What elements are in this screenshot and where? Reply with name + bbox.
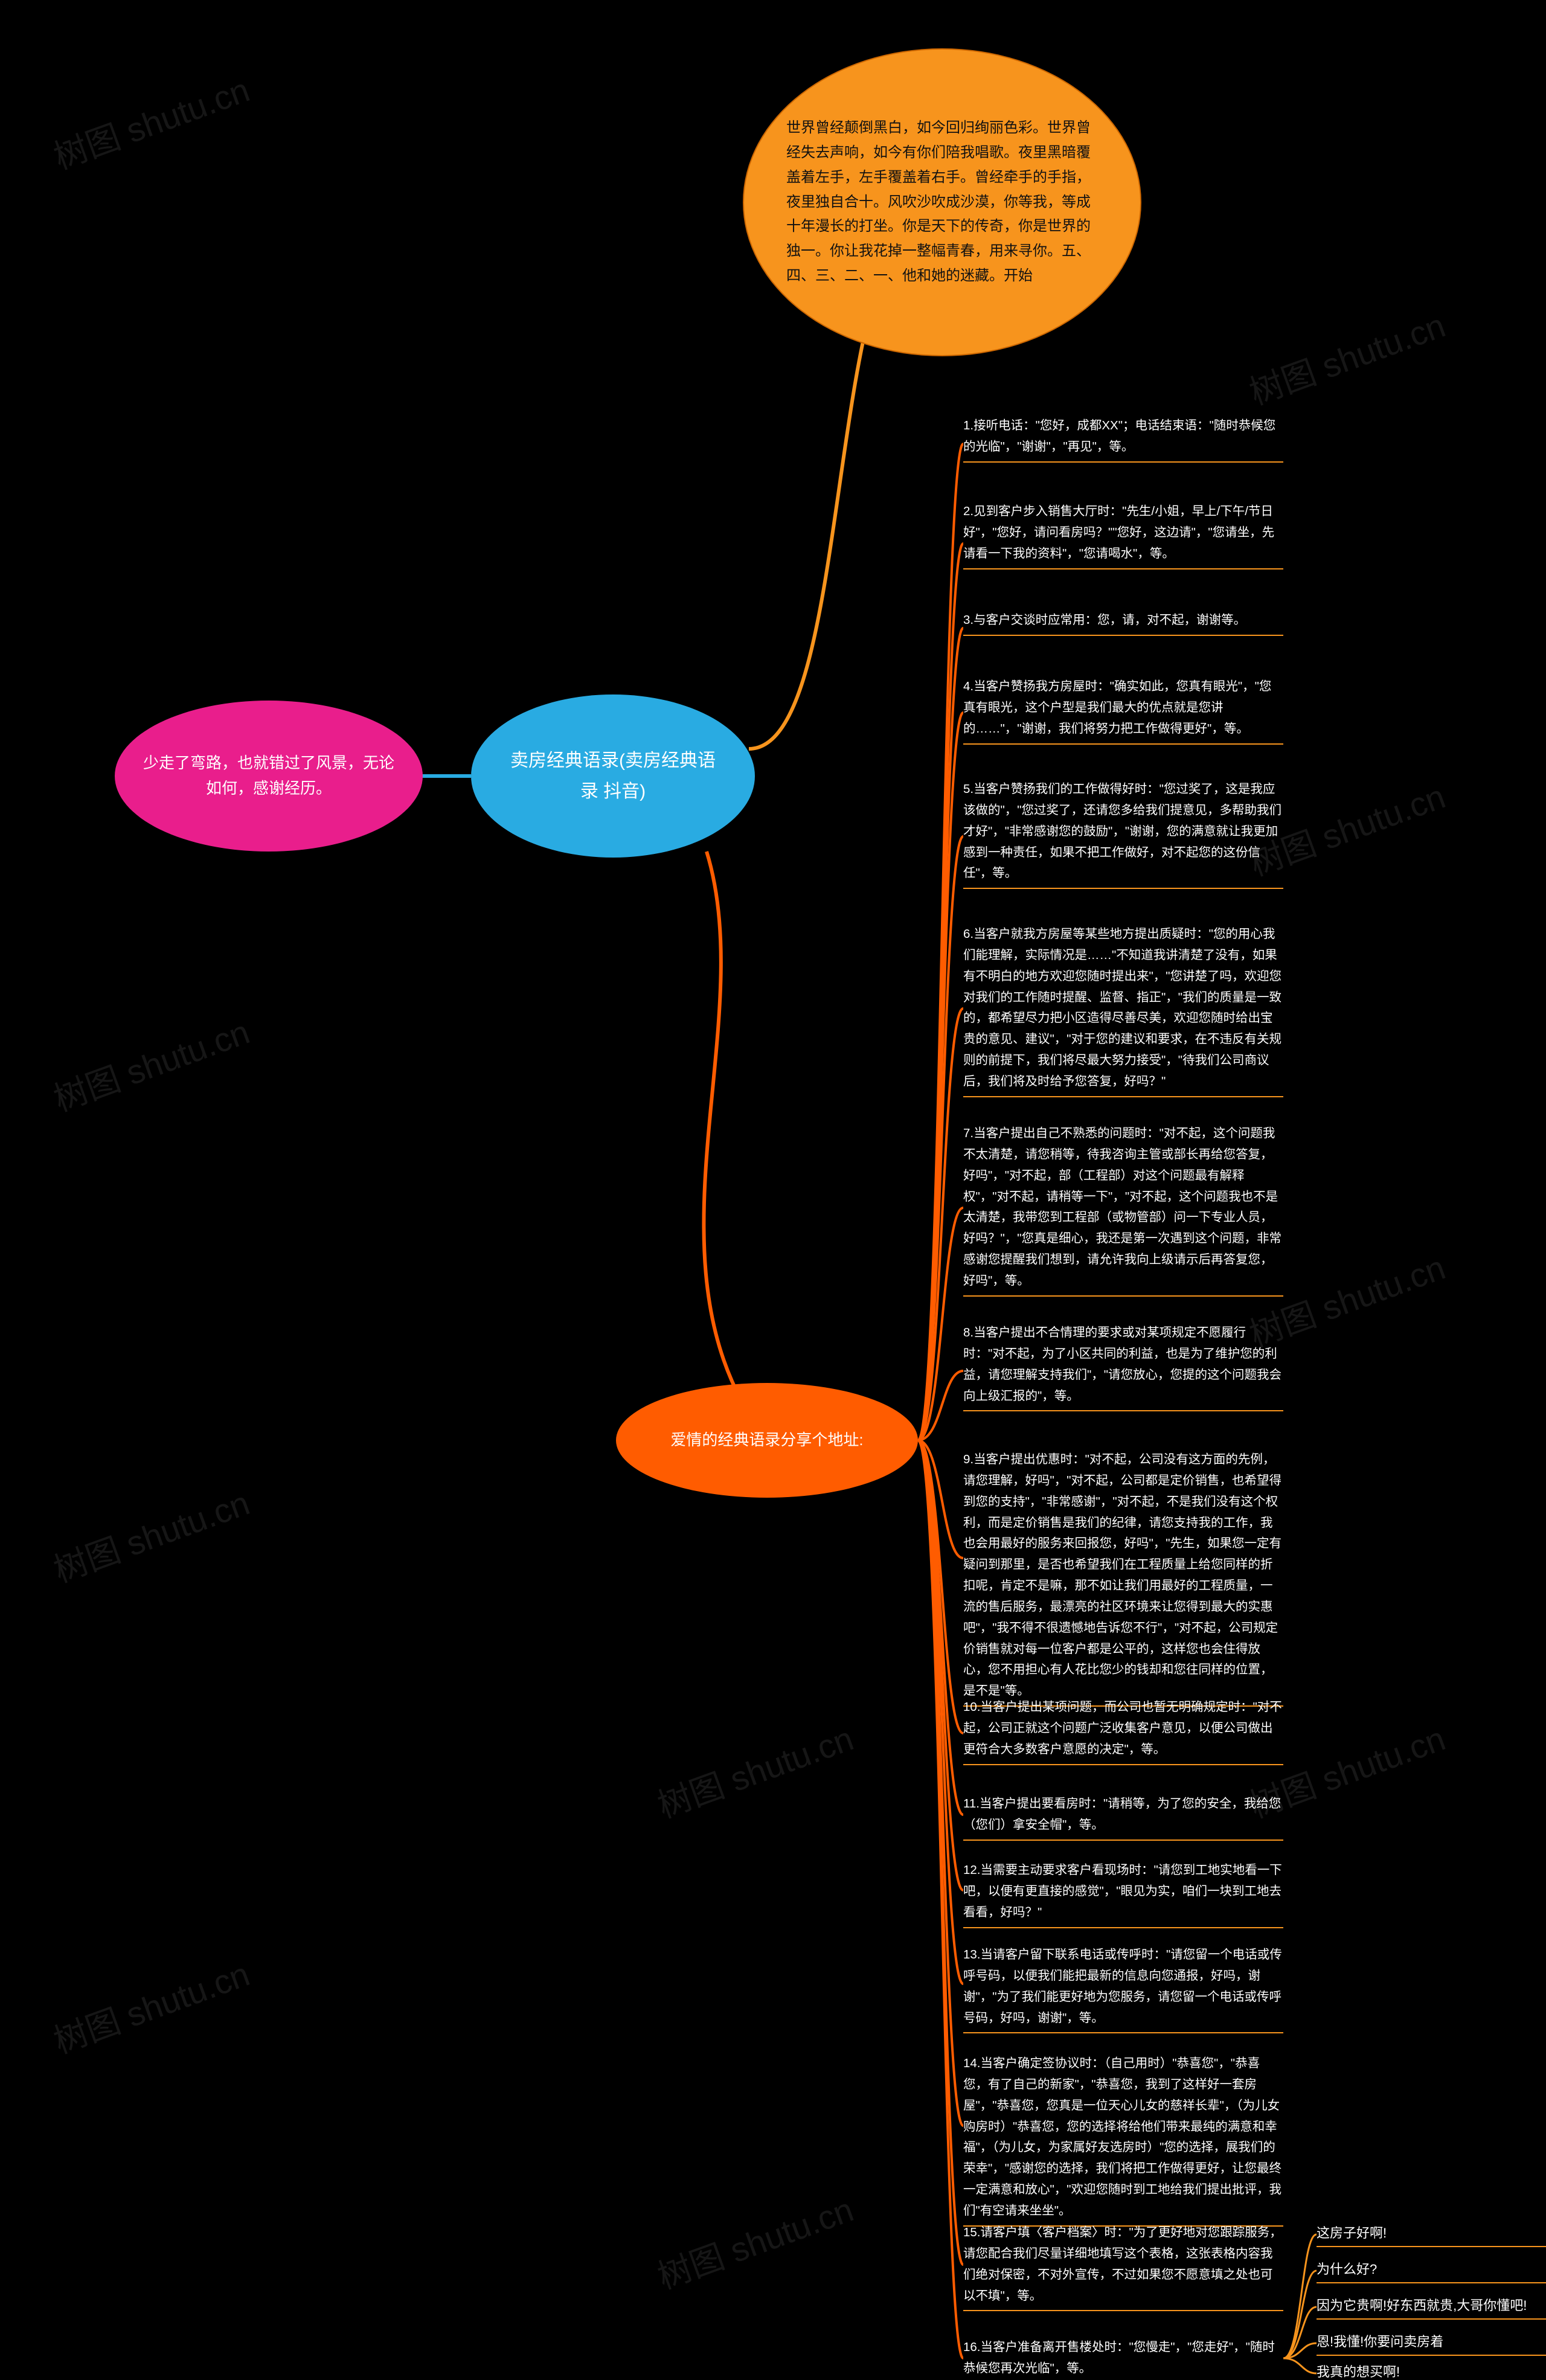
watermark: 树图 shutu.cn — [1242, 298, 1451, 414]
leaf-script-7: 7.当客户提出自己不熟悉的问题时："对不起，这个问题我不太清楚，请您稍等，待我咨… — [963, 1123, 1283, 1297]
watermark: 树图 shutu.cn — [650, 1711, 859, 1827]
leaf-script-4: 4.当客户赞扬我方房屋时："确实如此，您真有眼光"，"您真有眼光，这个户型是我们… — [963, 676, 1283, 745]
connector-layer — [0, 0, 1546, 2380]
leaf-script-11: 11.当客户提出要看房时："请稍等，为了您的安全，我给您（您们）拿安全帽"，等。 — [963, 1794, 1283, 1841]
mini-leaf-2: 为什么好? — [1317, 2259, 1546, 2283]
leaf-script-13: 13.当请客户留下联系电话或传呼时："请您留一个电话或传呼号码，以便我们能把最新… — [963, 1945, 1283, 2033]
leaf-script-5: 5.当客户赞扬我们的工作做得好时："您过奖了，这是我应该做的"，"您过奖了，还请… — [963, 779, 1283, 889]
mini-leaf-3: 因为它贵啊!好东西就贵,大哥你懂吧! — [1317, 2295, 1546, 2320]
node-poem-text: 世界曾经颠倒黑白，如今回归绚丽色彩。世界曾经失去声响，如今有你们陪我唱歌。夜里黑… — [786, 116, 1098, 289]
mini-leaf-4: 恩!我懂!你要问卖房着 — [1317, 2331, 1546, 2356]
node-love-quotes-heading: 爱情的经典语录分享个地址: — [616, 1383, 918, 1498]
leaf-script-12: 12.当需要主动要求客户看现场时："请您到工地实地看一下吧，以便有更直接的感觉"… — [963, 1860, 1283, 1928]
leaf-script-9: 9.当客户提出优惠时："对不起，公司没有这方面的先例，请您理解，好吗"，"对不起… — [963, 1449, 1283, 1707]
watermark: 树图 shutu.cn — [46, 63, 255, 179]
watermark: 树图 shutu.cn — [46, 1476, 255, 1592]
leaf-script-6: 6.当客户就我方房屋等某些地方提出质疑时："您的用心我们能理解，实际情况是……"… — [963, 924, 1283, 1097]
watermark: 树图 shutu.cn — [46, 1005, 255, 1121]
node-title: 卖房经典语录(卖房经典语录 抖音) — [471, 694, 755, 858]
node-root-quote: 少走了弯路，也就错过了风景，无论如何，感谢经历。 — [115, 701, 423, 852]
leaf-script-1: 1.接听电话："您好，成都XX"；电话结束语："随时恭候您的光临"，"谢谢"，"… — [963, 415, 1283, 463]
leaf-script-8: 8.当客户提出不合情理的要求或对某项规定不愿履行时："对不起，为了小区共同的利益… — [963, 1323, 1283, 1411]
leaf-script-2: 2.见到客户步入销售大厅时："先生/小姐，早上/下午/节日好"，"您好，请问看房… — [963, 501, 1283, 569]
node-love-quotes-text: 爱情的经典语录分享个地址: — [670, 1428, 863, 1453]
leaf-script-16: 16.当客户准备离开售楼处时："您慢走"，"您走好"，"随时恭候您再次光临"，等… — [963, 2337, 1283, 2380]
node-title-text: 卖房经典语录(卖房经典语录 抖音) — [507, 745, 719, 807]
node-root-quote-text: 少走了弯路，也就错过了风景，无论如何，感谢经历。 — [139, 751, 399, 801]
leaf-script-15: 15.请客户填〈客户档案〉时："为了更好地对您跟踪服务，请您配合我们尽量详细地填… — [963, 2222, 1283, 2311]
node-poem: 世界曾经颠倒黑白，如今回归绚丽色彩。世界曾经失去声响，如今有你们陪我唱歌。夜里黑… — [743, 48, 1141, 356]
leaf-script-14: 14.当客户确定签协议时：（自己用时）"恭喜您"，"恭喜您，有了自己的新家"，"… — [963, 2053, 1283, 2227]
mini-leaf-1: 这房子好啊! — [1317, 2222, 1546, 2247]
leaf-script-10: 10.当客户提出某项问题，而公司也暂无明确规定时："对不起，公司正就这个问题广泛… — [963, 1697, 1283, 1765]
leaf-script-3: 3.与客户交谈时应常用：您，请，对不起，谢谢等。 — [963, 610, 1283, 636]
watermark: 树图 shutu.cn — [650, 2183, 859, 2298]
watermark: 树图 shutu.cn — [46, 1947, 255, 2063]
mini-leaf-5: 我真的想买啊! — [1317, 2361, 1546, 2380]
